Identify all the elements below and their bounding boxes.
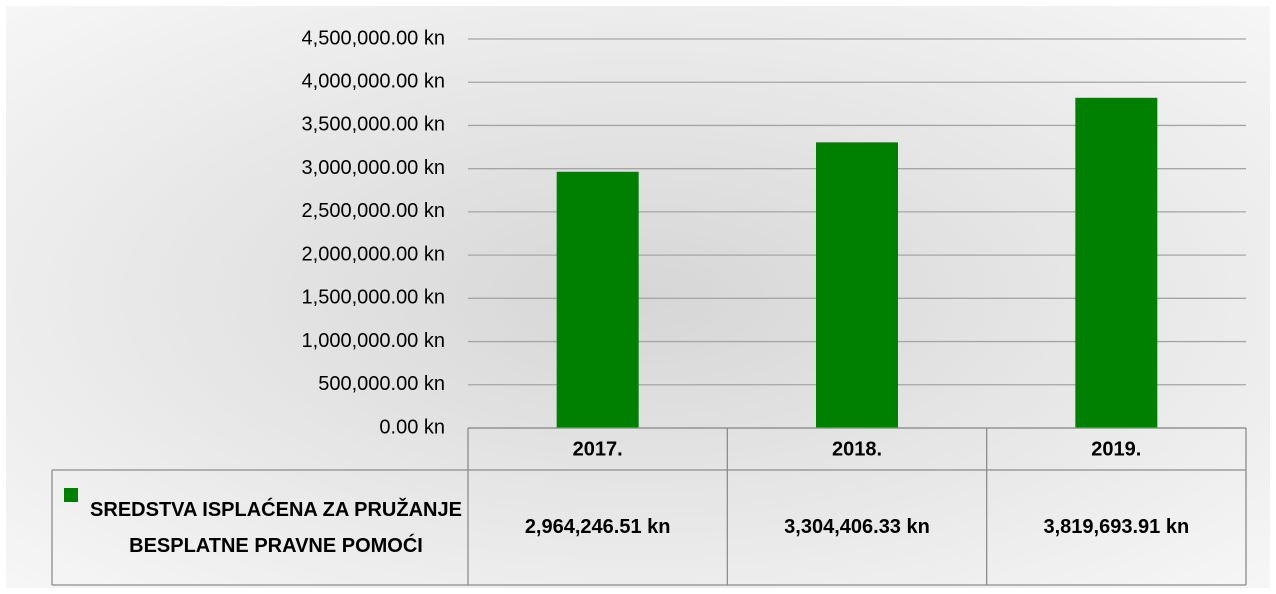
y-tick-label: 500,000.00 kn: [318, 373, 445, 395]
y-tick-label: 3,000,000.00 kn: [302, 157, 445, 179]
data-label: 3,819,693.91 kn: [1043, 516, 1189, 538]
y-tick-label: 2,500,000.00 kn: [302, 200, 445, 222]
y-tick-label: 1,000,000.00 kn: [302, 330, 445, 352]
y-tick-label: 3,500,000.00 kn: [302, 114, 445, 136]
data-label: 2,964,246.51 kn: [525, 516, 671, 538]
legend-label: SREDSTVA ISPLAĆENA ZA PRUŽANJE BESPLATNE…: [90, 499, 462, 557]
data-label: 3,304,406.33 kn: [784, 516, 930, 538]
bars: [556, 97, 1158, 429]
x-tick-label: 2019.: [1091, 438, 1141, 460]
bar: [816, 142, 898, 429]
y-tick-label: 4,500,000.00 kn: [302, 27, 445, 49]
legend-swatch: [64, 488, 78, 502]
legend-entry: SREDSTVA ISPLAĆENA ZA PRUŽANJE BESPLATNE…: [90, 499, 462, 557]
x-tick-label: 2017.: [573, 438, 623, 460]
y-tick-label: 2,000,000.00 kn: [302, 243, 445, 265]
y-tick-label: 0.00 kn: [379, 416, 445, 438]
x-tick-label: 2018.: [832, 438, 882, 460]
y-tick-label: 1,500,000.00 kn: [302, 287, 445, 309]
bar: [1075, 97, 1158, 428]
y-tick-label: 4,000,000.00 kn: [302, 71, 445, 93]
bar: [556, 171, 639, 428]
data-table: 2017. 2018. 2019. SREDSTVA ISPLAĆENA ZA PRU…: [51, 427, 1247, 586]
